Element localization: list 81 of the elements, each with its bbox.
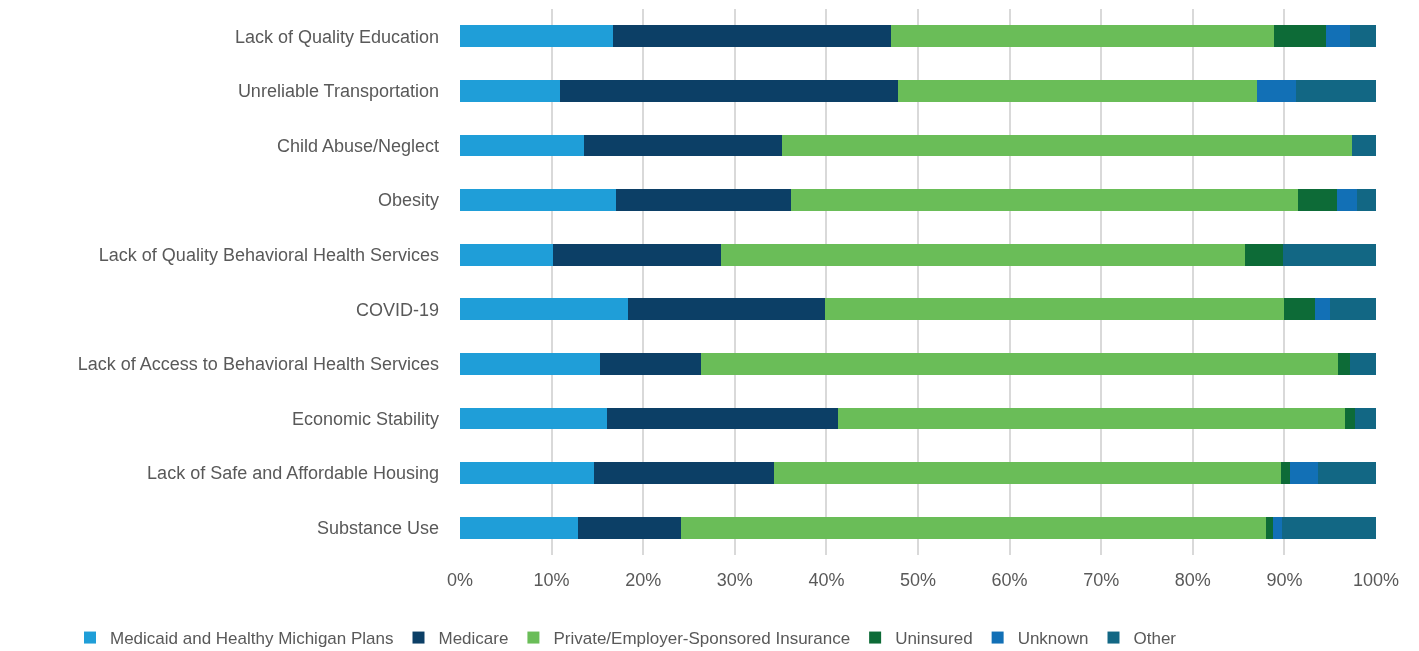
bar <box>460 407 608 430</box>
bar <box>615 189 791 212</box>
bar <box>891 25 1275 48</box>
bar <box>897 79 1257 102</box>
bar <box>1350 25 1376 48</box>
bar <box>1352 134 1376 157</box>
x-tick-label: 100% <box>1352 570 1400 590</box>
bar <box>825 298 1285 321</box>
legend-label: Uninsured <box>895 629 973 649</box>
bar <box>627 298 826 321</box>
x-tick-label: 10% <box>533 570 570 590</box>
bar <box>838 407 1345 430</box>
y-tick-label: Substance Use <box>316 518 439 538</box>
x-tick-label: 60% <box>991 570 1028 590</box>
bar <box>578 516 681 539</box>
bar <box>774 462 1281 485</box>
legend-label: Medicaid and Healthy Michigan Plans <box>110 629 394 649</box>
bar <box>460 189 616 212</box>
bar <box>1356 189 1376 212</box>
bar <box>607 407 839 430</box>
bar <box>1318 462 1376 485</box>
bar <box>460 25 613 48</box>
bar <box>1289 462 1319 485</box>
y-tick-label: Lack of Quality Education <box>234 26 439 47</box>
y-tick-label: Child Abuse/Neglect <box>276 135 439 156</box>
bar <box>460 134 584 157</box>
y-tick-label: Unreliable Transportation <box>237 81 439 102</box>
bar <box>1330 298 1376 321</box>
bar <box>1281 516 1376 539</box>
x-tick-label: 70% <box>1083 570 1120 590</box>
bar <box>460 298 628 321</box>
bar <box>781 134 1353 157</box>
y-tick-label: Lack of Quality Behavioral Health Services <box>98 245 439 265</box>
bar <box>1284 298 1315 321</box>
bar <box>1337 352 1351 375</box>
bar <box>1280 462 1290 485</box>
bar <box>460 243 554 266</box>
legend-label: Unknown <box>1017 629 1089 649</box>
bar <box>1350 352 1376 375</box>
bar <box>553 243 722 266</box>
bar <box>1354 407 1376 430</box>
y-tick-label: Obesity <box>377 190 439 211</box>
bar <box>1298 189 1337 212</box>
bar <box>1273 516 1282 539</box>
bar <box>680 516 1267 539</box>
bar <box>1282 243 1376 266</box>
bar <box>593 462 775 485</box>
bar <box>1266 516 1274 539</box>
bar <box>612 25 892 48</box>
bar <box>460 462 594 485</box>
bar <box>1314 298 1331 321</box>
bar <box>460 79 560 102</box>
bar <box>721 243 1246 266</box>
bar <box>1274 25 1326 48</box>
bar <box>1256 79 1297 102</box>
y-tick-label: Economic Stability <box>291 408 439 429</box>
y-tick-label: COVID-19 <box>355 299 439 320</box>
x-tick-label: 80% <box>1174 570 1211 590</box>
bar <box>1296 79 1376 102</box>
bar <box>460 516 579 539</box>
bar <box>1245 243 1283 266</box>
bar <box>600 352 701 375</box>
bar <box>1325 25 1351 48</box>
x-tick-label: 40% <box>808 570 845 590</box>
x-tick-label: 50% <box>899 570 937 590</box>
y-tick-label: Lack of Access to Behavioral Health Services <box>77 354 439 375</box>
bar <box>700 352 1338 375</box>
x-tick-label: 30% <box>716 570 753 590</box>
bar <box>559 79 898 102</box>
legend-label: Private/Employer-Sponsored Insurance <box>553 629 851 649</box>
bar <box>583 134 782 157</box>
y-tick-label: Lack of Safe and Affordable Housing <box>147 463 439 484</box>
bar <box>1344 407 1355 430</box>
legend-label: Other <box>1133 629 1177 649</box>
legend-label: Medicare <box>438 629 509 649</box>
bar <box>1336 189 1357 212</box>
x-tick-label: 20% <box>625 570 662 590</box>
bar <box>460 352 601 375</box>
x-tick-label: 0% <box>446 570 474 590</box>
bar <box>790 189 1299 212</box>
x-tick-label: 90% <box>1266 570 1303 590</box>
